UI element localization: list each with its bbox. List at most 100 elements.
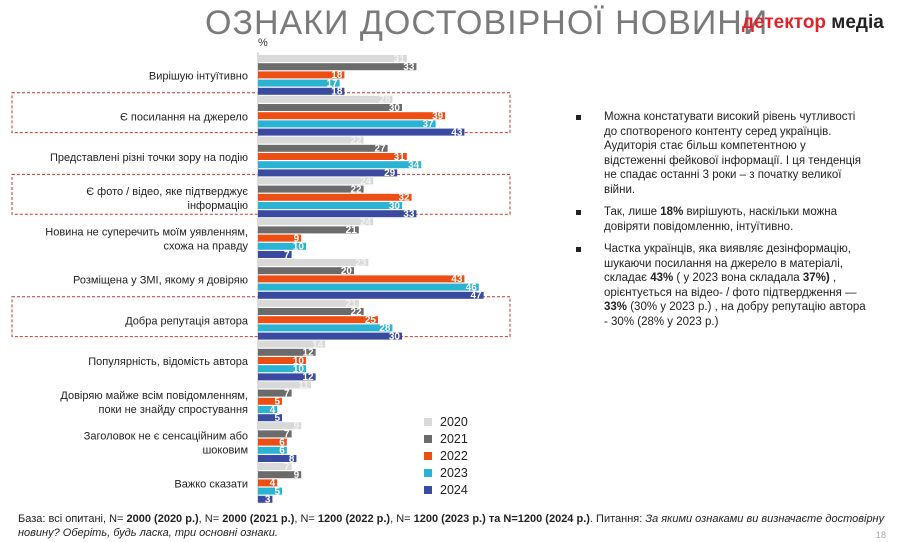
footnote-text: 2000 (2020 р.) — [126, 513, 199, 525]
footnote-text: , N= — [294, 513, 318, 525]
bar-2022 — [258, 153, 407, 160]
bar-2023 — [258, 120, 436, 128]
legend-label: 2022 — [440, 448, 468, 463]
bar-2022 — [258, 112, 446, 120]
bar-2024 — [258, 414, 282, 422]
bar-value-label: 21 — [346, 299, 358, 310]
bullet-text: Можна констатувати високий рівень чутлив… — [604, 111, 861, 196]
bar-2024 — [258, 332, 402, 340]
footnote: База: всі опитані, N= 2000 (2020 р.), N=… — [18, 512, 888, 540]
bar-2023 — [258, 487, 282, 495]
bar-value-label: 5 — [274, 486, 280, 497]
bar-value-label: 47 — [470, 291, 482, 302]
bar-2023 — [258, 161, 422, 169]
bar-2023 — [258, 79, 340, 87]
bar-2023 — [258, 406, 278, 413]
logo-part-1: детектор — [742, 12, 827, 33]
bullet-text: 43% — [650, 272, 674, 284]
chart-legend: 2020 2021 2022 2023 2024 — [424, 413, 468, 498]
bar-value-label: 10 — [293, 364, 305, 375]
footnote-text: База: всі опитані, N= — [18, 513, 127, 525]
bar-value-label: 22 — [350, 184, 362, 195]
category-label: Представлені різні точки зору на подію — [50, 152, 248, 164]
bar-value-label: 8 — [289, 454, 295, 465]
bar-value-label: 7 — [284, 429, 290, 440]
bar-2022 — [258, 275, 465, 283]
category-label: Важко сказати — [174, 479, 248, 491]
category-label: Добра репутація автора — [125, 315, 249, 327]
legend-item-2020: 2020 — [424, 413, 468, 430]
bar-2024 — [258, 169, 398, 177]
bar-value-label: 43 — [451, 127, 463, 138]
bar-2023 — [258, 283, 479, 291]
legend-swatch — [424, 417, 432, 426]
bar-value-label: 31 — [394, 152, 406, 163]
bullet-text: 33% — [604, 301, 628, 313]
bar-2023 — [258, 242, 306, 250]
legend-item-2021: 2021 — [424, 430, 468, 447]
bar-value-label: 5 — [274, 397, 280, 408]
bar-value-label: 22 — [350, 135, 362, 146]
bar-value-label: 24 — [360, 217, 372, 228]
bar-value-label: 37 — [422, 119, 434, 130]
bar-2022 — [258, 316, 378, 324]
bar-2021 — [258, 267, 354, 275]
bullet-item: Так, лише 18% вирішують, наскільки можна… — [576, 205, 866, 234]
legend-label: 2020 — [440, 414, 468, 429]
bar-value-label: 27 — [374, 144, 386, 155]
bar-2020 — [258, 422, 302, 430]
bar-value-label: 20 — [341, 266, 353, 277]
bullet-marker — [576, 115, 581, 120]
bar-2021 — [258, 63, 417, 71]
bar-value-label: 21 — [346, 225, 358, 236]
bar-2021 — [258, 185, 364, 193]
logo-part-2: медіа — [826, 12, 884, 33]
bar-2022 — [258, 397, 282, 405]
footnote-text: За якими ознаками ви визначаєте достовір… — [18, 513, 885, 539]
bar-value-label: 6 — [279, 437, 285, 448]
bullet-marker — [576, 210, 581, 215]
bar-value-label: 28 — [379, 95, 391, 106]
bullet-text: Частка українців, яка виявляє дезінформа… — [604, 243, 851, 284]
category-label: Довіряю майже всім повідомленням, поки не… — [60, 390, 248, 416]
footnote-text: , N= — [198, 513, 223, 525]
category-label: Є посилання на джерело — [120, 111, 248, 123]
bullet-text: 37%) — [802, 272, 830, 284]
legend-item-2023: 2023 — [424, 464, 468, 481]
bar-value-label: 32 — [398, 193, 410, 204]
category-label: Є фото / відео, яке підтверджує інформаці… — [86, 186, 248, 212]
bar-value-label: 34 — [408, 160, 420, 171]
bar-value-label: 39 — [432, 111, 444, 122]
page-number: 18 — [875, 530, 886, 540]
bar-2024 — [258, 128, 465, 136]
footnote-text: . Питання: — [589, 513, 646, 525]
bar-value-label: 7 — [284, 250, 290, 261]
logo: детектор медіа — [742, 12, 884, 34]
bar-value-label: 6 — [279, 446, 285, 457]
bar-2020 — [258, 259, 369, 266]
bullet-item: Можна констатувати високий рівень чутлив… — [576, 110, 866, 197]
bar-value-label: 18 — [331, 87, 343, 98]
legend-swatch — [424, 485, 432, 494]
bar-2020 — [258, 55, 407, 62]
bar-value-label: 30 — [389, 201, 401, 212]
bar-value-label: 30 — [389, 331, 401, 342]
bar-value-label: 9 — [294, 233, 300, 244]
bar-value-label: 10 — [293, 242, 305, 253]
bar-value-label: 33 — [403, 209, 415, 220]
bar-2023 — [258, 324, 393, 332]
bar-value-label: 24 — [360, 176, 372, 187]
bar-value-label: 9 — [294, 470, 300, 481]
bar-value-label: 12 — [302, 348, 314, 359]
bar-2022 — [258, 71, 345, 79]
bullet-text: (30% у 2023 р.) , на добру репутацію авт… — [604, 301, 866, 328]
bar-value-label: 7 — [284, 388, 290, 399]
bar-value-label: 23 — [355, 258, 367, 269]
bar-value-label: 22 — [350, 307, 362, 318]
bar-2020 — [258, 218, 374, 226]
category-label: Розміщена у ЗМІ, якому я довіряю — [73, 275, 248, 287]
bar-2024 — [258, 210, 417, 218]
bar-value-label: 5 — [274, 413, 280, 424]
bar-2024 — [258, 291, 484, 299]
bar-2022 — [258, 479, 278, 487]
